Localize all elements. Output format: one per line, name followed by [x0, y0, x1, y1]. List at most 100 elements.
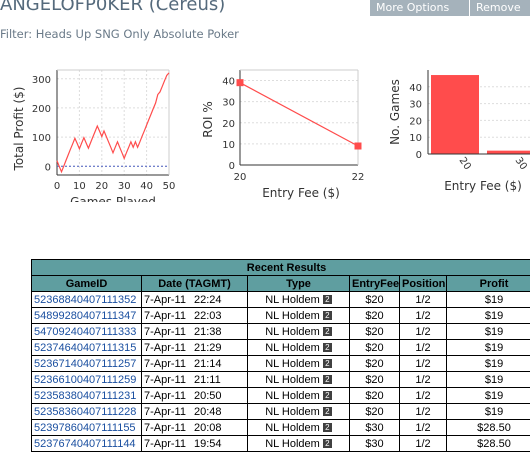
game-id-link[interactable]: 52358380407111231 — [31, 387, 142, 404]
x-tick-label: 20 — [95, 181, 108, 192]
y-axis-label: No. Games — [388, 79, 402, 145]
time-text: 21:14 — [194, 357, 222, 370]
profit-cell: $19 — [445, 307, 530, 324]
game-id-link[interactable]: 52397860407111155 — [31, 419, 142, 436]
players-icon: 2 — [322, 439, 332, 449]
date-text: 7-Apr-11 — [144, 437, 186, 450]
position-cell: 1/2 — [399, 419, 447, 436]
position-cell: 1/2 — [399, 387, 447, 404]
table-row: 52368840407111352 7-Apr-11 22:24 NL Holdem 2… — [31, 291, 530, 308]
game-id-link[interactable]: 54709240407111333 — [31, 323, 142, 340]
column-header-5: Profit — [445, 275, 530, 292]
type-text: NL Holdem — [265, 325, 320, 338]
time-text: 20:48 — [194, 405, 222, 418]
date-cell: 7-Apr-11 20:48 — [141, 403, 248, 420]
roi-line-chart: 0 10 20 30 40 20 22 Entry Fee ($) ROI % — [201, 69, 365, 200]
x-tick-label: 40 — [140, 181, 153, 192]
type-text: NL Holdem — [265, 293, 320, 306]
roi-data-point — [236, 79, 244, 87]
game-id-link[interactable]: 52374640407111315 — [31, 339, 142, 356]
table-row: 52374640407111315 7-Apr-11 21:29 NL Holdem 2… — [31, 339, 530, 356]
table-row: 52397860407111155 7-Apr-11 20:08 NL Holdem 2… — [31, 419, 530, 436]
time-text: 20:08 — [194, 421, 222, 434]
recent-results-table: Recent Results GameID Date (TAGMT) Type Ent… — [30, 259, 530, 452]
column-header-1: Date (TAGMT) — [141, 275, 248, 292]
x-tick-label: 22 — [352, 172, 365, 183]
players-icon: 2 — [322, 407, 332, 417]
date-cell: 7-Apr-11 21:14 — [141, 355, 248, 372]
date-text: 7-Apr-11 — [144, 325, 186, 338]
remove-button[interactable]: Remove — [470, 0, 530, 16]
y-tick-label: 0 — [229, 161, 235, 172]
table-row: 52358380407111231 7-Apr-11 20:50 NL Holdem 2… — [31, 387, 530, 404]
profit-line-chart: 0 100 200 300 0 10 20 30 40 50 Games Played Total P… — [12, 69, 176, 202]
profit-cell: $19 — [445, 291, 530, 308]
type-cell: NL Holdem 2 — [247, 291, 350, 308]
position-cell: 1/2 — [399, 291, 447, 308]
time-text: 21:38 — [194, 325, 222, 338]
table-row: 52358360407111228 7-Apr-11 20:48 NL Holdem 2… — [31, 403, 530, 420]
x-tick-label: 30 — [513, 155, 529, 172]
position-cell: 1/2 — [399, 339, 447, 356]
game-id-link[interactable]: 52358360407111228 — [31, 403, 142, 420]
y-tick-label: 300 — [32, 75, 51, 86]
entry-fee-cell: $30 — [349, 435, 400, 452]
entry-fee-cell: $20 — [349, 323, 400, 340]
date-text: 7-Apr-11 — [144, 357, 186, 370]
type-cell: NL Holdem 2 — [247, 419, 350, 436]
type-cell: NL Holdem 2 — [247, 387, 350, 404]
y-axis-label: Total Profit ($) — [12, 87, 26, 172]
game-id-link[interactable]: 52367140407111257 — [31, 355, 142, 372]
y-tick-label: 100 — [32, 133, 51, 144]
table-row: 52367140407111257 7-Apr-11 21:14 NL Holdem 2… — [31, 355, 530, 372]
more-options-button[interactable]: More Options — [370, 0, 470, 16]
profit-cell: $28.50 — [445, 435, 530, 452]
y-tick-label: 20 — [409, 116, 422, 127]
entry-fee-cell: $20 — [349, 339, 400, 356]
type-cell: NL Holdem 2 — [247, 355, 350, 372]
players-icon: 2 — [322, 359, 332, 369]
type-text: NL Holdem — [265, 437, 320, 450]
y-tick-label: 20 — [222, 119, 235, 130]
time-text: 20:50 — [194, 389, 222, 402]
roi-data-point — [354, 142, 362, 150]
type-cell: NL Holdem 2 — [247, 435, 350, 452]
table-header-row: GameID Date (TAGMT) Type EntryFee Position Pr… — [31, 275, 530, 292]
y-tick-label: 10 — [222, 140, 235, 151]
date-cell: 7-Apr-11 21:29 — [141, 339, 248, 356]
players-icon: 2 — [322, 423, 332, 433]
game-id-link[interactable]: 54899280407111347 — [31, 307, 142, 324]
game-id-link[interactable]: 52376740407111144 — [31, 435, 142, 452]
date-text: 7-Apr-11 — [144, 373, 186, 386]
type-text: NL Holdem — [265, 357, 320, 370]
y-tick-label: 30 — [409, 100, 422, 111]
top-toolbar: More Options Remove — [370, 0, 530, 16]
profit-cell: $19 — [445, 371, 530, 388]
date-cell: 7-Apr-11 20:50 — [141, 387, 248, 404]
column-header-4: Position — [399, 275, 447, 292]
date-cell: 7-Apr-11 21:38 — [141, 323, 248, 340]
entry-fee-cell: $20 — [349, 387, 400, 404]
type-cell: NL Holdem 2 — [247, 371, 350, 388]
time-text: 19:54 — [194, 437, 222, 450]
date-text: 7-Apr-11 — [144, 389, 186, 402]
y-tick-label: 200 — [32, 104, 51, 115]
entry-fee-cell: $20 — [349, 371, 400, 388]
game-id-link[interactable]: 52368840407111352 — [31, 291, 142, 308]
x-tick-label: 50 — [163, 181, 176, 192]
column-header-3: EntryFee — [349, 275, 400, 292]
date-text: 7-Apr-11 — [144, 421, 186, 434]
type-cell: NL Holdem 2 — [247, 323, 350, 340]
type-text: NL Holdem — [265, 421, 320, 434]
type-text: NL Holdem — [265, 373, 320, 386]
date-text: 7-Apr-11 — [144, 341, 186, 354]
game-id-link[interactable]: 52366100407111259 — [31, 371, 142, 388]
position-cell: 1/2 — [399, 403, 447, 420]
time-text: 21:29 — [194, 341, 222, 354]
date-text: 7-Apr-11 — [144, 293, 186, 306]
page-title: ANGELOFP0KER (Cereus) — [0, 0, 226, 15]
position-cell: 1/2 — [399, 355, 447, 372]
date-text: 7-Apr-11 — [144, 309, 186, 322]
column-header-2: Type — [247, 275, 350, 292]
profit-cell: $19 — [445, 387, 530, 404]
